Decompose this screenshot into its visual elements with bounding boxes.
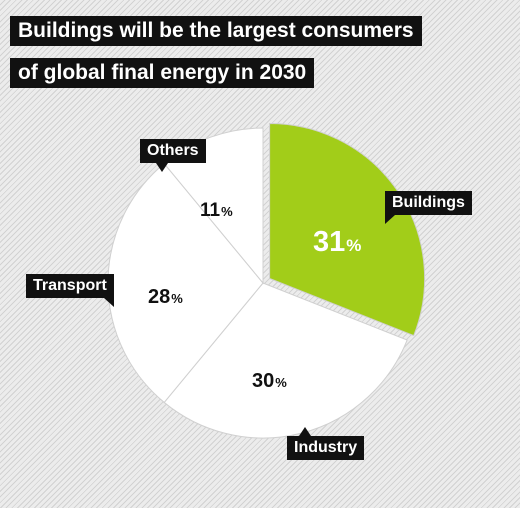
slice-value-industry: 30% (252, 370, 287, 392)
slice-label-industry: Industry (287, 427, 365, 460)
chart-title-line-1: Buildings will be the largest consumers (10, 16, 422, 46)
chart-title-line-2: of global final energy in 2030 (10, 58, 315, 88)
slice-value-others: 11% (200, 200, 233, 221)
slice-value-buildings: 31% (313, 226, 362, 258)
slice-label-transport: Transport (26, 274, 114, 307)
slice-value-transport: 28% (148, 286, 183, 308)
slice-label-buildings: Buildings (385, 191, 472, 224)
slice-label-others: Others (140, 139, 206, 172)
